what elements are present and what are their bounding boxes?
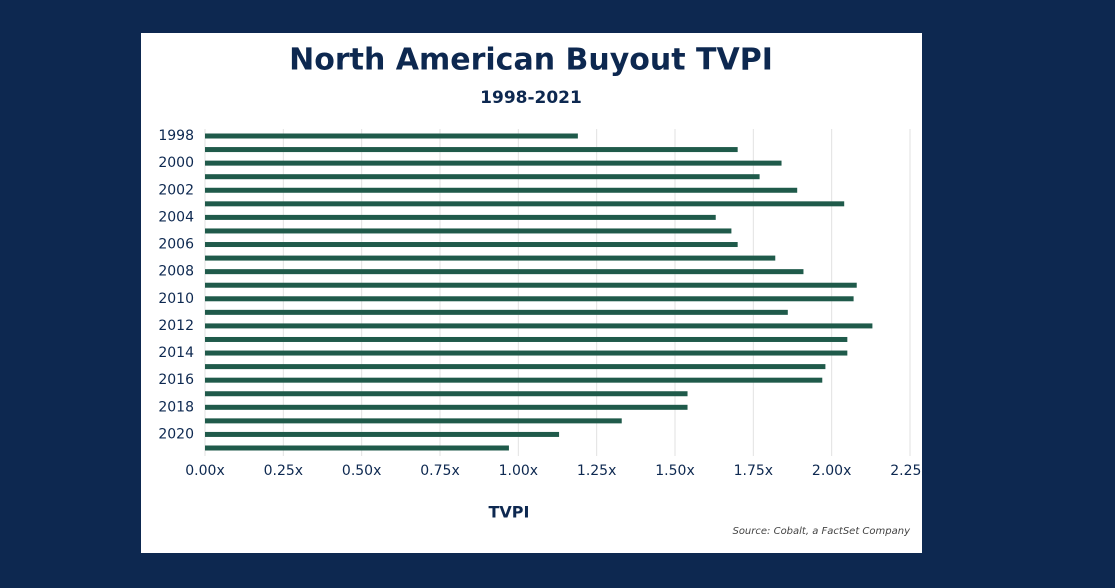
x-tick-label: 1.25x (577, 463, 616, 479)
bar (205, 160, 782, 166)
bar (205, 364, 826, 370)
bar (205, 431, 560, 437)
x-tick-label: 0.25x (264, 463, 303, 479)
x-tick-label: 0.50x (342, 463, 381, 479)
bar (205, 296, 854, 302)
bar (205, 309, 788, 315)
chart-subtitle: 1998-2021 (480, 88, 582, 108)
bar (205, 282, 857, 288)
x-tick-label: 0.75x (420, 463, 459, 479)
bar (205, 336, 848, 342)
bar (205, 418, 622, 424)
y-tick-label: 2006 (158, 237, 194, 253)
bar (205, 377, 823, 383)
bar (205, 255, 776, 261)
bar (205, 445, 509, 451)
panel (141, 33, 922, 553)
bar (205, 269, 804, 275)
y-tick-label: 2008 (158, 264, 194, 280)
bar (205, 133, 578, 139)
y-tick-label: 2020 (158, 426, 194, 442)
y-tick-label: 1998 (158, 128, 194, 144)
bar (205, 404, 688, 410)
chart-title: North American Buyout TVPI (289, 43, 773, 78)
bar (205, 174, 760, 180)
y-tick-label: 2004 (158, 209, 194, 225)
x-tick-label: 2.25x (890, 463, 929, 479)
bar (205, 147, 738, 153)
y-tick-label: 2014 (158, 345, 194, 361)
bar (205, 350, 848, 356)
bar (205, 214, 716, 220)
x-tick-label: 2.00x (812, 463, 851, 479)
y-tick-label: 2012 (158, 318, 194, 334)
source: Source: Cobalt, a FactSet Company (732, 526, 911, 537)
y-tick-label: 2016 (158, 372, 194, 388)
bar (205, 228, 732, 234)
y-tick-label: 2010 (158, 291, 194, 307)
x-tick-label: 0.00x (185, 463, 224, 479)
y-tick-label: 2000 (158, 155, 194, 171)
bar (205, 242, 738, 248)
bar (205, 323, 873, 329)
x-axis-label: TVPI (489, 503, 530, 522)
y-tick-label: 2018 (158, 399, 194, 415)
bar (205, 391, 688, 397)
x-tick-label: 1.75x (734, 463, 773, 479)
bar (205, 187, 798, 193)
x-tick-label: 1.00x (499, 463, 538, 479)
bar (205, 201, 845, 207)
x-tick-label: 1.50x (655, 463, 694, 479)
y-tick-label: 2002 (158, 182, 194, 198)
